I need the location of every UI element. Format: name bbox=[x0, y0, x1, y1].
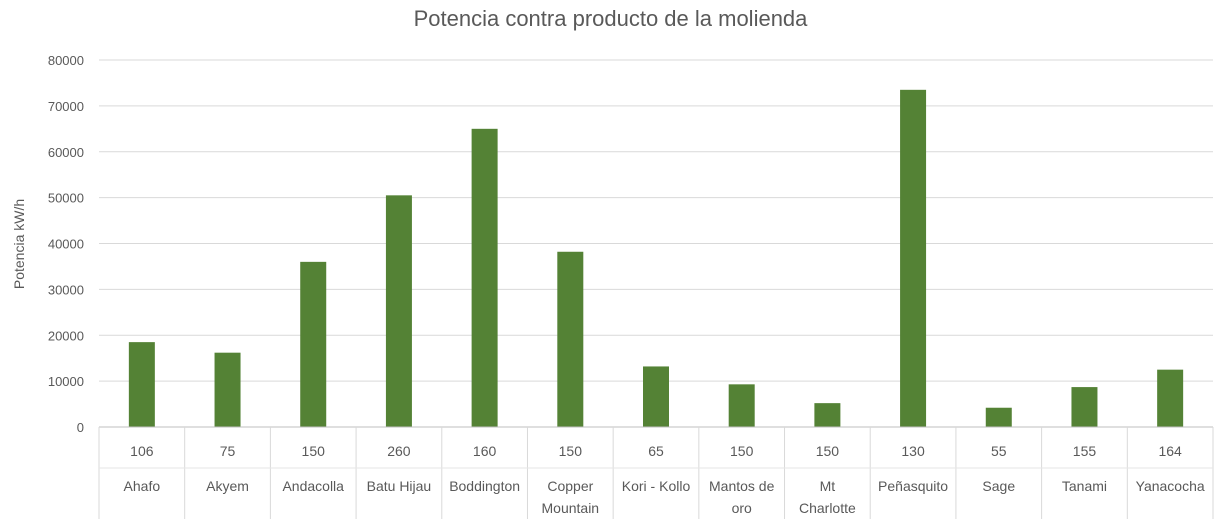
category-value-label: 150 bbox=[559, 443, 583, 459]
bar bbox=[1071, 387, 1098, 427]
category-name-label: Andacolla bbox=[282, 478, 344, 494]
category-value-label: 150 bbox=[302, 443, 326, 459]
y-tick-label: 40000 bbox=[48, 237, 84, 252]
category-name-label: Akyem bbox=[206, 478, 249, 494]
category-value-label: 164 bbox=[1158, 443, 1182, 459]
bar bbox=[557, 251, 584, 427]
category-value-label: 155 bbox=[1073, 443, 1097, 459]
category-name-label: Sage bbox=[982, 478, 1015, 494]
category-name-label: Tanami bbox=[1062, 478, 1107, 494]
y-tick-label: 30000 bbox=[48, 282, 84, 297]
category-name-label: Batu Hijau bbox=[367, 478, 432, 494]
category-value-label: 55 bbox=[991, 443, 1007, 459]
category-name-label: Ahafo bbox=[124, 478, 161, 494]
bar bbox=[385, 195, 412, 427]
y-tick-label: 10000 bbox=[48, 374, 84, 389]
bar bbox=[300, 261, 327, 427]
category-value-label: 75 bbox=[220, 443, 236, 459]
bar bbox=[643, 366, 669, 427]
bar bbox=[900, 89, 927, 427]
bar bbox=[214, 352, 241, 427]
category-name-label: Mantos de bbox=[709, 478, 775, 494]
category-name-label: Charlotte bbox=[799, 500, 856, 516]
y-tick-label: 50000 bbox=[48, 191, 84, 206]
category-value-label: 65 bbox=[648, 443, 664, 459]
y-tick-label: 70000 bbox=[48, 99, 84, 114]
bar bbox=[814, 403, 841, 427]
category-name-label: Copper bbox=[547, 478, 593, 494]
category-value-label: 150 bbox=[730, 443, 754, 459]
bar bbox=[128, 342, 155, 427]
category-value-label: 130 bbox=[901, 443, 925, 459]
category-value-label: 160 bbox=[473, 443, 497, 459]
bar bbox=[985, 407, 1012, 427]
bar bbox=[1157, 369, 1184, 427]
y-tick-label: 20000 bbox=[48, 328, 84, 343]
category-value-label: 260 bbox=[387, 443, 411, 459]
category-name-label: Kori - Kollo bbox=[622, 478, 691, 494]
category-name-label: Mt bbox=[820, 478, 836, 494]
bar bbox=[728, 384, 755, 427]
category-name-label: Peñasquito bbox=[878, 478, 948, 494]
category-name-label: Mountain bbox=[542, 500, 600, 516]
category-name-label: oro bbox=[732, 500, 752, 516]
chart-title: Potencia contra producto de la molienda bbox=[413, 6, 808, 31]
bar bbox=[471, 128, 498, 427]
category-name-label: Boddington bbox=[449, 478, 520, 494]
category-name-label: Yanacocha bbox=[1136, 478, 1205, 494]
category-value-label: 106 bbox=[130, 443, 154, 459]
y-axis-label: Potencia kW/h bbox=[11, 199, 27, 289]
y-tick-label: 60000 bbox=[48, 145, 84, 160]
y-tick-label: 0 bbox=[77, 420, 84, 435]
y-tick-label: 80000 bbox=[48, 53, 84, 68]
category-value-label: 150 bbox=[816, 443, 840, 459]
